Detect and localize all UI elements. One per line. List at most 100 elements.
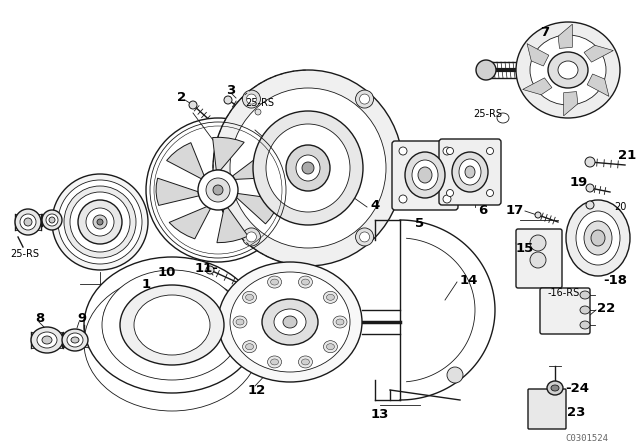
Ellipse shape — [584, 221, 612, 255]
Ellipse shape — [102, 270, 242, 380]
Ellipse shape — [551, 385, 559, 391]
Ellipse shape — [298, 356, 312, 368]
FancyBboxPatch shape — [439, 139, 501, 205]
Ellipse shape — [447, 367, 463, 383]
Ellipse shape — [262, 299, 318, 345]
Text: -24: -24 — [565, 382, 589, 395]
Ellipse shape — [576, 211, 620, 265]
Ellipse shape — [37, 332, 57, 348]
Ellipse shape — [530, 35, 606, 105]
Ellipse shape — [326, 294, 335, 300]
Text: 11-: 11- — [195, 262, 219, 275]
Text: 23: 23 — [567, 406, 586, 419]
Ellipse shape — [360, 232, 369, 242]
Ellipse shape — [243, 90, 260, 108]
Ellipse shape — [230, 88, 386, 248]
Ellipse shape — [326, 344, 335, 350]
Ellipse shape — [530, 235, 546, 251]
Circle shape — [586, 184, 594, 192]
Ellipse shape — [336, 319, 344, 325]
Ellipse shape — [558, 61, 578, 79]
Polygon shape — [217, 207, 248, 243]
Ellipse shape — [530, 252, 546, 268]
Text: -18: -18 — [603, 273, 627, 287]
Circle shape — [189, 101, 197, 109]
Ellipse shape — [412, 160, 438, 190]
Ellipse shape — [566, 200, 630, 276]
Ellipse shape — [266, 124, 350, 212]
Ellipse shape — [548, 52, 588, 88]
Ellipse shape — [356, 228, 374, 246]
Ellipse shape — [399, 147, 407, 155]
Text: 25-RS: 25-RS — [10, 249, 39, 259]
Ellipse shape — [52, 174, 148, 270]
Text: 9: 9 — [77, 311, 86, 324]
Ellipse shape — [120, 285, 224, 365]
Ellipse shape — [62, 329, 88, 351]
Polygon shape — [156, 178, 199, 205]
Ellipse shape — [67, 333, 83, 347]
Ellipse shape — [580, 291, 590, 299]
Ellipse shape — [447, 190, 454, 197]
Ellipse shape — [459, 159, 481, 185]
Circle shape — [206, 266, 214, 274]
Ellipse shape — [213, 185, 223, 195]
Polygon shape — [558, 24, 572, 48]
Ellipse shape — [246, 344, 253, 350]
Ellipse shape — [213, 70, 403, 266]
Ellipse shape — [97, 219, 103, 225]
Polygon shape — [166, 142, 204, 179]
Ellipse shape — [58, 180, 142, 264]
Text: -16-RS: -16-RS — [548, 288, 580, 298]
Circle shape — [224, 96, 232, 104]
Ellipse shape — [399, 195, 407, 203]
Text: 25-RS: 25-RS — [245, 98, 274, 108]
Ellipse shape — [236, 319, 244, 325]
Ellipse shape — [547, 381, 563, 395]
Polygon shape — [232, 153, 278, 179]
Text: 17: 17 — [506, 203, 524, 216]
Ellipse shape — [243, 228, 260, 246]
Ellipse shape — [298, 276, 312, 288]
Text: 2: 2 — [177, 90, 186, 103]
Ellipse shape — [243, 291, 257, 303]
Ellipse shape — [218, 262, 362, 382]
Ellipse shape — [246, 294, 253, 300]
Text: 5: 5 — [415, 216, 424, 229]
Text: 8: 8 — [35, 311, 44, 324]
Polygon shape — [587, 74, 609, 96]
Text: 10: 10 — [158, 266, 177, 279]
FancyBboxPatch shape — [516, 229, 562, 288]
Text: 7: 7 — [540, 26, 549, 39]
Ellipse shape — [78, 200, 122, 244]
Ellipse shape — [486, 190, 493, 197]
Ellipse shape — [301, 359, 310, 365]
Circle shape — [255, 109, 261, 115]
Ellipse shape — [452, 152, 488, 192]
Text: 25-RS: 25-RS — [473, 109, 502, 119]
Ellipse shape — [486, 147, 493, 155]
Ellipse shape — [24, 218, 32, 226]
Ellipse shape — [443, 195, 451, 203]
Ellipse shape — [356, 90, 374, 108]
Ellipse shape — [360, 94, 369, 104]
Ellipse shape — [497, 113, 509, 123]
Ellipse shape — [230, 272, 350, 372]
Ellipse shape — [71, 337, 79, 343]
Ellipse shape — [296, 155, 320, 181]
Ellipse shape — [418, 167, 432, 183]
Ellipse shape — [286, 145, 330, 191]
Ellipse shape — [580, 321, 590, 329]
Ellipse shape — [42, 336, 52, 344]
Text: 21: 21 — [618, 148, 636, 161]
Text: 19: 19 — [570, 176, 588, 189]
Circle shape — [535, 212, 541, 218]
Ellipse shape — [31, 327, 63, 353]
Circle shape — [586, 201, 594, 209]
Polygon shape — [527, 43, 549, 66]
Ellipse shape — [333, 316, 347, 328]
Ellipse shape — [447, 147, 454, 155]
Ellipse shape — [580, 306, 590, 314]
Polygon shape — [212, 138, 244, 170]
Text: 15: 15 — [516, 241, 534, 254]
